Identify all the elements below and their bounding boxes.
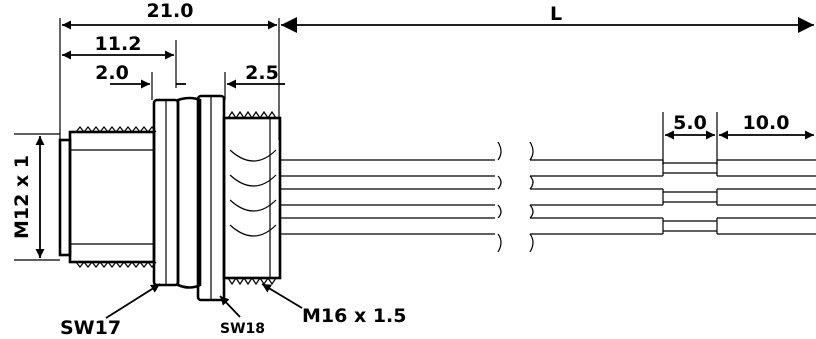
dim-flange-text: 2.0 <box>95 62 129 84</box>
dim-jacket-text: 10.0 <box>743 112 790 134</box>
dim-strip-text: 5.0 <box>673 112 707 134</box>
dim-thread-text: 11.2 <box>95 33 142 55</box>
dim-overall-text: 21.0 <box>147 0 194 22</box>
callout-sw18: SW18 <box>220 321 265 337</box>
front-thread-teeth-bottom <box>75 261 157 268</box>
wires <box>280 159 816 235</box>
callout-sw17: SW17 <box>60 317 121 339</box>
front-thread-teeth-top <box>75 126 157 133</box>
rear-thread <box>222 116 282 280</box>
connector-body <box>58 94 282 302</box>
rear-thread-teeth <box>227 110 277 286</box>
callout-m16-leader <box>261 283 303 309</box>
o-ring <box>176 96 202 289</box>
front-thread <box>68 130 156 264</box>
callout-sw17-leader <box>105 283 161 319</box>
dim-rear-thread-text: 2.5 <box>245 62 279 84</box>
dim-front-thread-text: M12 x 1 <box>11 155 33 239</box>
dim-cable-text: L <box>550 3 562 25</box>
callout-sw18-leader <box>219 295 241 318</box>
callout-m16: M16 x 1.5 <box>302 305 407 327</box>
dimension-lines <box>35 17 814 258</box>
break-symbol <box>497 141 534 253</box>
front-chamfer <box>58 138 72 257</box>
